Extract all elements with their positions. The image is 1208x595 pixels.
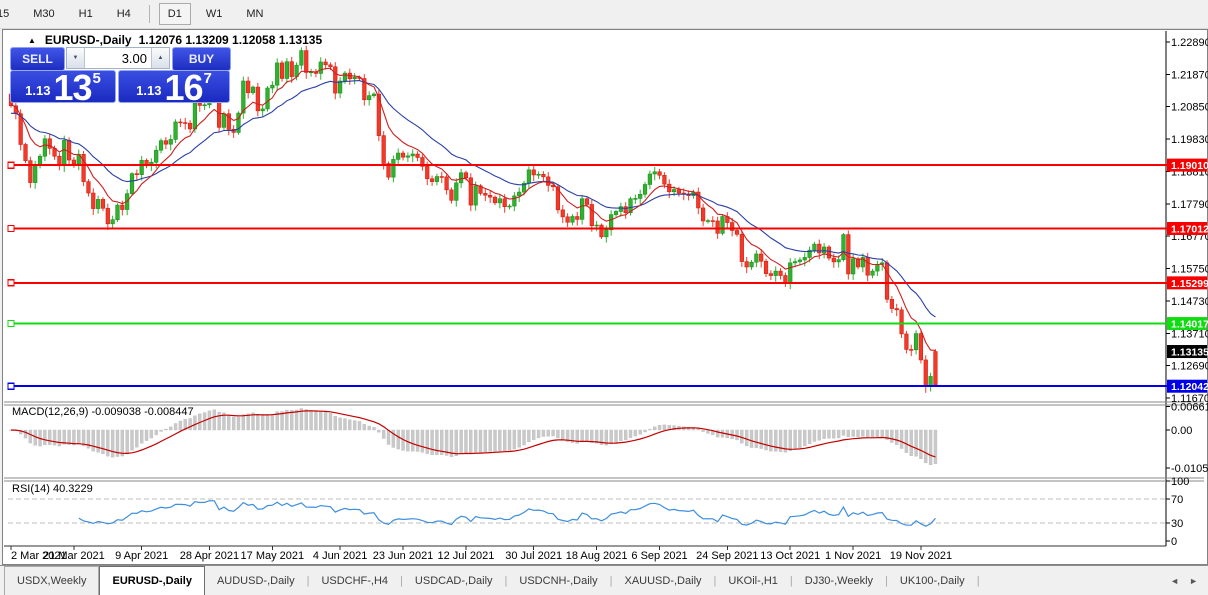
toolbar-period-mn[interactable]: MN <box>246 8 264 20</box>
chart-symbol-label: EURUSD-,Daily <box>44 33 132 47</box>
tab-separator: | <box>306 574 310 587</box>
toolbar-period-d1[interactable]: D1 <box>158 3 191 25</box>
tab-eurusd-daily[interactable]: EURUSD-,Daily <box>99 566 205 595</box>
rsi-indicator-label: RSI(14) 40.3229 <box>12 483 93 495</box>
volume-spinner: ▼ ▲ <box>66 47 170 69</box>
toolbar-period-w1[interactable]: W1 <box>205 8 223 20</box>
sell-price-big-digits: 13 <box>53 67 92 108</box>
buy-price-pip-digit: 7 <box>203 70 212 87</box>
toolbar-period-h4[interactable]: H4 <box>116 8 131 20</box>
toolbar-period-h1[interactable]: H1 <box>78 8 93 20</box>
buy-button[interactable]: BUY <box>172 47 231 71</box>
volume-increase-icon[interactable]: ▲ <box>151 48 169 68</box>
tab-usdcnh-daily[interactable]: USDCNH-,Daily <box>519 574 598 587</box>
tab-ukoil-h1[interactable]: UKOil-,H1 <box>728 574 778 587</box>
chart-ohlc-values: 1.12076 1.13209 1.12058 1.13135 <box>138 33 323 47</box>
volume-decrease-icon[interactable]: ▼ <box>67 48 85 68</box>
tab-separator: | <box>504 574 508 587</box>
tab-scroll-left-icon[interactable]: ◄ <box>1170 575 1180 586</box>
tab-usdcad-daily[interactable]: USDCAD-,Daily <box>414 574 493 587</box>
tab-separator: | <box>400 574 403 587</box>
buy-price-prefix: 1.13 <box>136 83 162 98</box>
buy-price-big-digits: 16 <box>164 67 203 108</box>
collapse-panel-icon[interactable]: ▲ <box>28 35 36 45</box>
tab-scroll-right-icon[interactable]: ► <box>1189 575 1198 586</box>
tab-dj30-weekly[interactable]: DJ30-,Weekly <box>804 574 874 587</box>
toolbar-period-m30[interactable]: M30 <box>33 8 55 20</box>
tab-separator: | <box>976 574 980 587</box>
volume-input[interactable] <box>85 48 151 68</box>
tab-usdchf-h4[interactable]: USDCHF-,H4 <box>321 574 389 587</box>
toolbar-period-15[interactable]: 15 <box>0 8 10 20</box>
tab-uk100-daily[interactable]: UK100-,Daily <box>899 574 965 587</box>
period-toolbar: 15 M30 H1 H4 D1 W1 MN <box>0 0 1208 29</box>
tab-audusd-daily[interactable]: AUDUSD-,Daily <box>216 574 295 587</box>
tab-separator: | <box>789 574 793 587</box>
tab-separator: | <box>885 574 888 587</box>
tab-separator: | <box>713 574 717 587</box>
chart-title: ▲ EURUSD-,Daily 1.12076 1.13209 1.12058 … <box>28 33 322 47</box>
sell-button[interactable]: SELL <box>10 47 65 71</box>
tab-xauusd-daily[interactable]: XAUUSD-,Daily <box>624 574 702 587</box>
toolbar-separator <box>148 5 150 23</box>
sell-price-prefix: 1.13 <box>25 83 51 98</box>
macd-indicator-label: MACD(12,26,9) -0.009038 -0.008447 <box>12 406 194 418</box>
sell-price-box[interactable]: 1.13 13 5 <box>10 67 116 108</box>
sell-price-pip-digit: 5 <box>92 70 101 87</box>
chart-tab-bar: USDX,Weekly EURUSD-,Daily AUDUSD-,Daily | US… <box>0 565 1208 595</box>
tab-separator: | <box>609 574 613 587</box>
buy-price-box[interactable]: 1.13 16 7 <box>118 67 230 108</box>
tab-usdx-weekly[interactable]: USDX,Weekly <box>4 566 100 595</box>
chart-window <box>2 29 1208 565</box>
